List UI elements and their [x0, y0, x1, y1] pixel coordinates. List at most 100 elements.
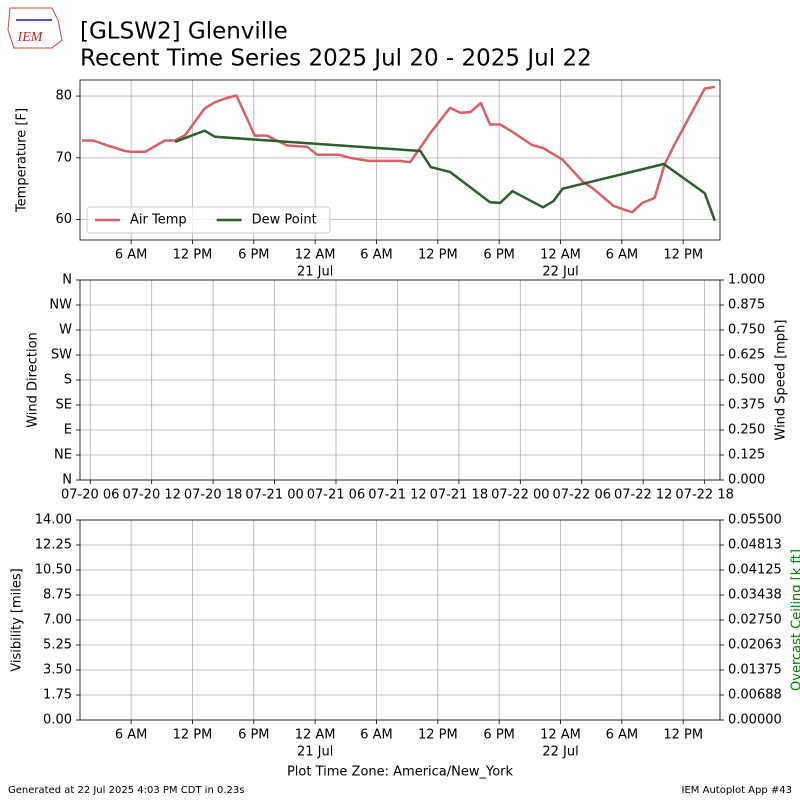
y2-tick-label: 0.500 — [728, 373, 765, 388]
x-tick-label: 6 PM — [238, 248, 269, 263]
x-tick-label: 07-21 12 — [368, 488, 426, 503]
y-axis-label: Wind Direction — [26, 332, 41, 428]
x-axis-label: Plot Time Zone: America/New_York — [287, 765, 514, 780]
x-tick-label: 12 AM — [540, 248, 581, 263]
x-tick-label: 12 AM — [295, 728, 336, 743]
x-tick-label: 07-22 12 — [614, 488, 672, 503]
y-tick-label: 8.75 — [43, 588, 72, 603]
y2-tick-label: 0.375 — [728, 398, 765, 413]
x-tick-label: 12 PM — [173, 728, 213, 743]
x-tick-label: 07-22 00 — [491, 488, 549, 503]
y2-axis-label: Overcast Ceiling [k ft] — [790, 549, 800, 691]
y2-tick-label: 0.05500 — [728, 513, 782, 528]
y-tick-label: 12.25 — [35, 538, 72, 553]
y-tick-label: S — [64, 373, 72, 388]
legend-box — [86, 206, 331, 234]
y2-tick-label: 0.02750 — [728, 613, 782, 628]
logo-text: IEM — [17, 30, 44, 45]
logo-shape — [7, 7, 63, 49]
x-tick-label: 07-21 00 — [245, 488, 303, 503]
y2-tick-label: 0.750 — [728, 323, 765, 338]
y-tick-label: NE — [54, 448, 72, 463]
plot-frame — [79, 519, 721, 721]
x-day-label: 21 Jul — [297, 745, 333, 760]
title: [GLSW2] Glenville — [80, 19, 288, 45]
footer-left: Generated at 22 Jul 2025 4:03 PM CDT in … — [8, 785, 244, 796]
y-axis-label: Visibility [miles] — [10, 568, 25, 671]
y2-tick-label: 0.00000 — [728, 713, 782, 728]
subtitle: Recent Time Series 2025 Jul 20 - 2025 Ju… — [80, 46, 592, 72]
x-tick-label: 6 AM — [606, 248, 639, 263]
y2-tick-label: 0.01375 — [728, 663, 782, 678]
plot-frame — [79, 279, 721, 481]
y-tick-label: 10.50 — [35, 563, 72, 578]
series-line — [82, 85, 716, 214]
y2-tick-label: 0.000 — [728, 473, 765, 488]
x-tick-label: 07-20 12 — [122, 488, 180, 503]
x-tick-label: 6 PM — [483, 248, 514, 263]
x-day-label: 21 Jul — [297, 265, 333, 280]
x-tick-label: 12 PM — [663, 248, 703, 263]
x-tick-label: 6 PM — [483, 728, 514, 743]
x-tick-label: 07-21 18 — [430, 488, 488, 503]
x-day-label: 22 Jul — [542, 745, 578, 760]
y2-tick-label: 0.250 — [728, 423, 765, 438]
y2-tick-label: 0.875 — [728, 298, 765, 313]
y-tick-label: E — [64, 423, 72, 438]
y2-tick-label: 0.125 — [728, 448, 765, 463]
y-tick-label: 70 — [55, 150, 72, 165]
y-tick-label: 0.00 — [43, 713, 72, 728]
plot-frame — [79, 79, 721, 241]
y-tick-label: NW — [49, 298, 72, 313]
x-tick-label: 6 AM — [360, 248, 393, 263]
legend-label: Air Temp — [130, 213, 187, 228]
y-tick-label: 14.00 — [35, 513, 72, 528]
y2-tick-label: 0.03438 — [728, 588, 782, 603]
x-tick-label: 6 AM — [360, 728, 393, 743]
series-line — [174, 129, 717, 222]
legend: Air Temp Dew Point — [86, 206, 331, 234]
y2-tick-label: 0.00688 — [728, 688, 782, 703]
x-tick-label: 07-20 06 — [61, 488, 119, 503]
y2-tick-label: 0.04125 — [728, 563, 782, 578]
x-tick-label: 07-21 06 — [307, 488, 365, 503]
y2-tick-label: 1.000 — [728, 273, 765, 288]
y2-tick-label: 0.04813 — [728, 538, 782, 553]
x-tick-label: 12 PM — [173, 248, 213, 263]
x-tick-label: 6 PM — [238, 728, 269, 743]
panel: 07-20 06 07-20 12 07-20 18 07-21 00 07-21 06… — [26, 273, 789, 503]
x-tick-label: 07-20 18 — [184, 488, 242, 503]
y-tick-label: SW — [51, 348, 72, 363]
x-tick-label: 07-22 18 — [675, 488, 733, 503]
panel: 6 AM 12 PM 6 PM 12 AM 6 AM 12 PM 6 PM 12 AM 6 AM… — [10, 513, 800, 780]
y-tick-label: 80 — [55, 89, 72, 104]
x-tick-label: 6 AM — [115, 248, 148, 263]
y-tick-label: 5.25 — [43, 638, 72, 653]
y-tick-label: 60 — [55, 212, 72, 227]
y-axis-label: Temperature [F] — [15, 108, 30, 213]
x-tick-label: 12 PM — [418, 248, 458, 263]
x-day-label: 22 Jul — [542, 265, 578, 280]
y2-tick-label: 0.02063 — [728, 638, 782, 653]
y-tick-label: 1.75 — [43, 688, 72, 703]
footer-right: IEM Autoplot App #43 — [682, 785, 792, 796]
y-tick-label: SE — [56, 398, 72, 413]
y-tick-label: W — [59, 323, 72, 338]
legend-label: Dew Point — [252, 213, 317, 228]
x-tick-label: 07-22 06 — [553, 488, 611, 503]
logo: IEM — [7, 7, 63, 49]
x-tick-label: 12 PM — [418, 728, 458, 743]
y-tick-label: N — [62, 473, 72, 488]
x-tick-label: 12 PM — [663, 728, 703, 743]
y-tick-label: N — [62, 273, 72, 288]
y-tick-label: 7.00 — [43, 613, 72, 628]
y-tick-label: 3.50 — [43, 663, 72, 678]
x-tick-label: 12 AM — [540, 728, 581, 743]
panel: 6 AM 12 PM 6 PM 12 AM 6 AM 12 PM 6 PM 12 AM 6 AM… — [15, 79, 721, 280]
x-tick-label: 6 AM — [115, 728, 148, 743]
y2-axis-label: Wind Speed [mph] — [774, 320, 789, 441]
y2-tick-label: 0.625 — [728, 348, 765, 363]
x-tick-label: 12 AM — [295, 248, 336, 263]
x-tick-label: 6 AM — [606, 728, 639, 743]
